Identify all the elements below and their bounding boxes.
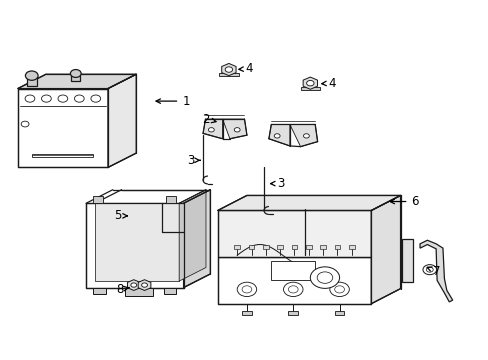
Polygon shape <box>277 245 283 249</box>
Polygon shape <box>320 245 325 249</box>
Polygon shape <box>18 74 136 89</box>
Polygon shape <box>219 73 238 76</box>
Polygon shape <box>370 195 400 304</box>
Polygon shape <box>217 257 370 304</box>
Polygon shape <box>163 288 176 294</box>
Polygon shape <box>242 311 251 315</box>
Text: 8: 8 <box>116 283 129 296</box>
Polygon shape <box>127 280 140 291</box>
Polygon shape <box>334 245 340 249</box>
Polygon shape <box>93 196 103 203</box>
Circle shape <box>131 283 137 287</box>
Polygon shape <box>401 239 412 282</box>
Circle shape <box>142 283 147 287</box>
Polygon shape <box>300 87 320 90</box>
Polygon shape <box>27 77 37 86</box>
Circle shape <box>208 128 214 132</box>
Polygon shape <box>222 119 246 139</box>
Circle shape <box>21 121 29 127</box>
Circle shape <box>422 265 436 275</box>
Circle shape <box>74 95 84 102</box>
Polygon shape <box>32 154 93 157</box>
Polygon shape <box>305 245 311 249</box>
Text: 4: 4 <box>321 77 335 90</box>
Polygon shape <box>203 119 222 139</box>
Polygon shape <box>86 203 183 288</box>
Text: 4: 4 <box>239 62 253 75</box>
Polygon shape <box>291 245 297 249</box>
Circle shape <box>303 134 309 138</box>
Polygon shape <box>71 75 80 81</box>
Polygon shape <box>268 125 289 146</box>
Circle shape <box>306 80 313 86</box>
Circle shape <box>234 128 240 132</box>
Circle shape <box>310 267 339 288</box>
Polygon shape <box>166 196 176 203</box>
Text: 3: 3 <box>187 154 200 167</box>
Circle shape <box>274 134 280 138</box>
Polygon shape <box>108 74 136 167</box>
Circle shape <box>426 267 432 272</box>
Circle shape <box>70 69 81 77</box>
Polygon shape <box>271 261 315 280</box>
Polygon shape <box>234 245 240 249</box>
Polygon shape <box>303 77 317 89</box>
Circle shape <box>329 282 348 297</box>
Polygon shape <box>289 125 317 147</box>
Circle shape <box>58 95 68 102</box>
Polygon shape <box>263 245 268 249</box>
Polygon shape <box>348 245 354 249</box>
Circle shape <box>41 95 51 102</box>
Circle shape <box>25 95 35 102</box>
Text: 3: 3 <box>270 177 284 190</box>
Polygon shape <box>138 280 151 291</box>
Text: 2: 2 <box>202 113 216 126</box>
Polygon shape <box>221 63 236 76</box>
Text: 6: 6 <box>389 195 418 208</box>
Circle shape <box>317 272 332 283</box>
Polygon shape <box>217 211 370 257</box>
Circle shape <box>334 286 344 293</box>
Circle shape <box>91 95 101 102</box>
Circle shape <box>25 71 38 80</box>
Polygon shape <box>95 203 179 281</box>
Circle shape <box>283 282 303 297</box>
Text: 1: 1 <box>156 95 189 108</box>
Circle shape <box>237 282 256 297</box>
Circle shape <box>225 67 232 72</box>
Polygon shape <box>183 190 210 288</box>
Text: 5: 5 <box>114 210 127 222</box>
Text: 7: 7 <box>426 265 440 278</box>
Polygon shape <box>18 89 108 167</box>
Polygon shape <box>419 240 452 302</box>
Circle shape <box>242 286 251 293</box>
Polygon shape <box>179 190 205 281</box>
Polygon shape <box>93 288 106 294</box>
Polygon shape <box>334 311 344 315</box>
Polygon shape <box>248 245 254 249</box>
Polygon shape <box>217 195 400 211</box>
Circle shape <box>288 286 298 293</box>
Polygon shape <box>288 311 298 315</box>
Polygon shape <box>125 288 153 296</box>
